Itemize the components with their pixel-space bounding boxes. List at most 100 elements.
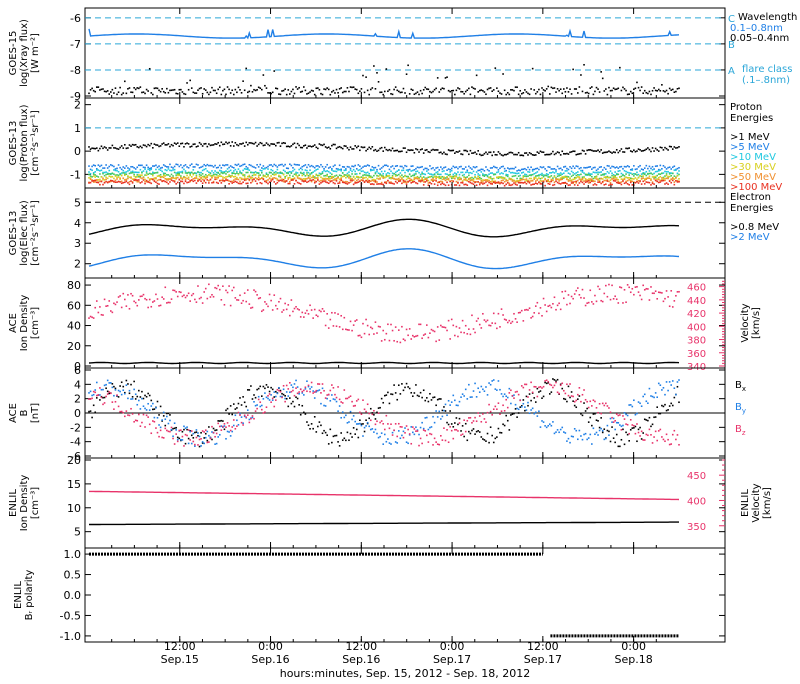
data-point [589,289,591,291]
data-point [339,88,341,90]
data-point [325,146,327,148]
data-point [263,168,265,170]
data-point [404,427,406,429]
data-point [565,398,567,400]
data-point [510,172,512,174]
data-point [188,438,190,440]
data-point [189,80,191,82]
data-point [334,399,336,401]
data-point [639,175,641,177]
data-point [245,68,247,70]
data-point [631,178,633,180]
data-point [418,434,420,436]
data-point [480,386,482,388]
data-point [495,154,497,156]
data-point [627,284,629,286]
data-point [362,166,364,168]
data-point [199,298,201,300]
data-point [370,327,372,329]
data-point [376,433,378,435]
data-point [617,167,619,169]
data-point [356,176,358,178]
data-point [308,313,310,315]
data-point [582,415,584,417]
data-point [661,172,663,174]
data-point [499,326,501,328]
data-point [122,166,124,168]
data-point [456,174,458,176]
data-point [297,164,299,166]
data-point [178,145,180,147]
data-point [660,292,662,294]
data-point [361,176,363,178]
data-point [409,388,411,390]
data-point [155,144,157,146]
data-point [189,300,191,302]
data-point [365,76,367,78]
right-y-tick-label: 420 [687,309,706,320]
data-point [306,178,308,180]
data-point [175,164,177,166]
data-point [244,414,246,416]
data-point [395,174,397,176]
data-point [460,182,462,184]
data-point [398,329,400,331]
data-point [460,396,462,398]
data-point [101,397,103,399]
data-point [238,87,240,89]
data-point [515,86,517,88]
data-point [154,300,156,302]
data-point [353,176,355,178]
data-point [379,174,381,176]
data-point [166,174,168,176]
data-point [233,94,235,96]
data-point [110,176,112,178]
data-point [295,396,297,398]
data-point [96,147,98,149]
data-point [150,183,152,185]
data-point [200,166,202,168]
data-point [205,174,207,176]
data-point [224,172,226,174]
data-point [502,314,504,316]
data-point [527,93,529,95]
data-point [442,153,444,155]
data-point [200,432,202,434]
data-point [435,167,437,169]
data-point [238,145,240,147]
data-point [414,152,416,154]
data-point [149,424,151,426]
data-point [367,403,369,405]
data-point [154,421,156,423]
flare-class-label: A [728,66,735,77]
data-point [526,174,528,176]
data-point [672,380,674,382]
data-point [546,180,548,182]
data-point [535,154,537,156]
data-point [432,149,434,151]
data-point [228,142,230,144]
data-point [426,180,428,182]
data-point [516,181,518,183]
data-point [482,183,484,185]
data-point [328,167,330,169]
data-point [147,168,149,170]
data-point [217,89,219,91]
data-point [364,177,366,179]
data-point [526,152,528,154]
data-point [191,295,193,297]
data-point [482,181,484,183]
data-point [306,380,308,382]
data-point [200,175,202,177]
data-point [370,89,372,91]
data-point [407,169,409,171]
data-point [381,176,383,178]
data-point [175,427,177,429]
data-point [273,177,275,179]
data-point [121,307,123,309]
data-point [312,166,314,168]
data-point [555,180,557,182]
data-point [400,437,402,439]
data-point [358,176,360,178]
data-point [456,181,458,183]
